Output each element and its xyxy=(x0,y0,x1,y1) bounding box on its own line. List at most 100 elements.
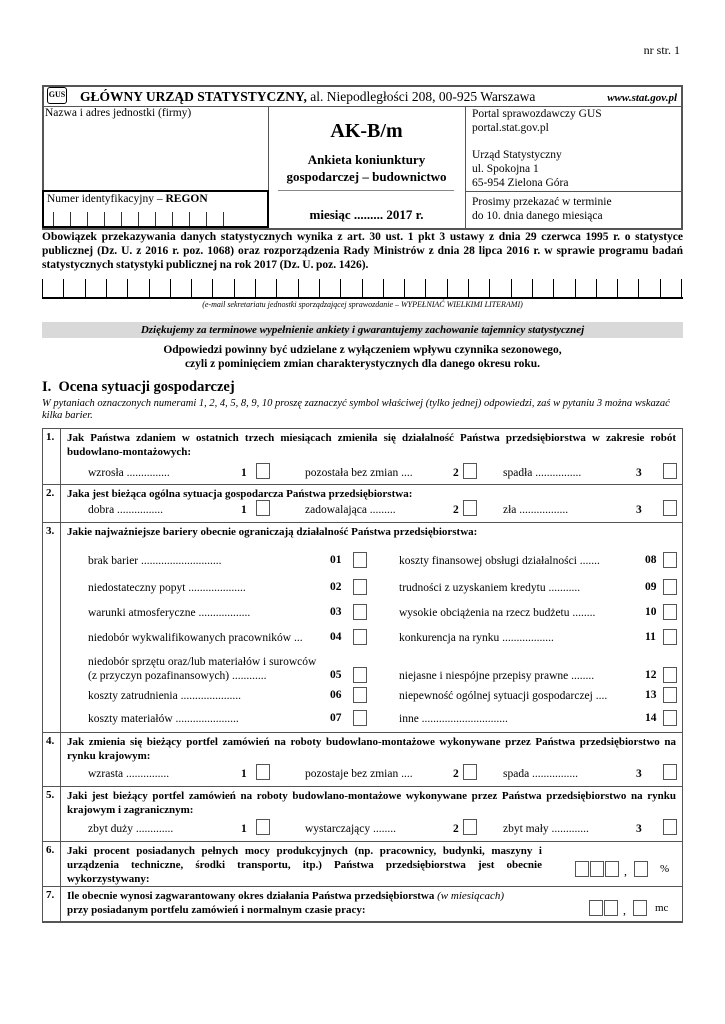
barrier-code: 03 xyxy=(330,606,342,618)
answer-checkbox[interactable] xyxy=(463,764,477,780)
option-label: spada ................ xyxy=(503,768,579,780)
office-address: Urząd Statystyczny ul. Spokojna 1 65-954 Z… xyxy=(472,149,569,189)
question-number: 7. xyxy=(43,887,61,921)
option-code: 2 xyxy=(453,504,459,516)
question-1: 1. Jak Państwa zdaniem w ostatnich trzech… xyxy=(42,428,683,485)
regon-label: Numer identyfikacyjny – xyxy=(47,193,166,205)
barrier-checkbox[interactable] xyxy=(353,579,367,595)
barrier-checkbox[interactable] xyxy=(663,667,677,683)
option-code: 1 xyxy=(241,504,247,516)
website-link[interactable]: www.stat.gov.pl xyxy=(607,92,677,104)
answer-checkbox[interactable] xyxy=(663,819,677,835)
barrier-code: 14 xyxy=(645,712,657,724)
barrier-label: niedobór wykwalifikowanych pracowników .… xyxy=(88,632,303,644)
decimal-digit-box[interactable] xyxy=(634,861,648,877)
option-label: pozostaje bez zmian .... xyxy=(305,768,413,780)
email-input[interactable] xyxy=(42,279,683,299)
option-code: 3 xyxy=(636,823,642,835)
answer-checkbox[interactable] xyxy=(256,500,270,516)
barrier-code: 10 xyxy=(645,606,657,618)
question-text: Jak zmienia się bieżący portfel zamówień… xyxy=(67,736,676,762)
answer-checkbox[interactable] xyxy=(256,463,270,479)
barrier-checkbox[interactable] xyxy=(353,552,367,568)
answer-checkbox[interactable] xyxy=(663,500,677,516)
barrier-checkbox[interactable] xyxy=(663,629,677,645)
answer-checkbox[interactable] xyxy=(256,764,270,780)
question-3: 3. Jakie najważniejsze bariery obecnie og… xyxy=(42,523,683,733)
option-code: 1 xyxy=(241,823,247,835)
barrier-checkbox[interactable] xyxy=(663,687,677,703)
question-number: 5. xyxy=(43,787,61,841)
question-5: 5. Jaki jest bieżący portfel zamówień na … xyxy=(42,787,683,842)
barrier-code: 01 xyxy=(330,554,342,566)
deadline-note: Prosimy przekazać w terminie do 10. dnia … xyxy=(472,196,612,222)
barrier-checkbox[interactable] xyxy=(353,667,367,683)
barrier-checkbox[interactable] xyxy=(353,604,367,620)
digit-box[interactable] xyxy=(589,900,603,916)
org-address: al. Niepodległości 208, 00-925 Warszawa xyxy=(306,89,536,104)
barrier-checkbox[interactable] xyxy=(663,710,677,726)
option-code: 2 xyxy=(453,467,459,479)
barrier-label: warunki atmosferyczne .................. xyxy=(88,607,251,619)
barrier-label: koszty materiałów ...................... xyxy=(88,713,239,725)
question-number: 3. xyxy=(43,523,61,732)
barrier-label: niejasne i niespójne przepisy prawne ...… xyxy=(399,670,595,682)
option-label: spadła ................ xyxy=(503,467,582,479)
question-number: 4. xyxy=(43,733,61,786)
barrier-label: brak barier ............................ xyxy=(88,555,222,567)
digit-box[interactable] xyxy=(604,900,618,916)
option-label: wystarczający ........ xyxy=(305,823,397,835)
barrier-code: 08 xyxy=(645,554,657,566)
portal-link[interactable]: portal.stat.gov.pl xyxy=(472,122,549,134)
barrier-checkbox[interactable] xyxy=(353,687,367,703)
barrier-checkbox[interactable] xyxy=(353,629,367,645)
question-2: 2. Jaka jest bieżąca ogólna sytuacja gosp… xyxy=(42,485,683,523)
question-text: Jaka jest bieżąca ogólna sytuacja gospod… xyxy=(67,488,413,500)
portal-info: Portal sprawozdawczy GUS portal.stat.gov.… xyxy=(472,108,602,134)
barrier-code: 04 xyxy=(330,631,342,643)
decimal-digit-box[interactable] xyxy=(633,900,647,916)
barrier-code: 07 xyxy=(330,712,342,724)
barrier-checkbox[interactable] xyxy=(663,552,677,568)
barrier-code: 11 xyxy=(645,631,656,643)
barrier-label: wysokie obciążenia na rzecz budżetu ....… xyxy=(399,607,596,619)
thanks-banner: Dziękujemy za terminowe wypełnienie anki… xyxy=(42,322,683,338)
section-title: I. Ocena sytuacji gospodarczej xyxy=(42,379,235,395)
barrier-label: niedobór sprzętu oraz/lub materiałów i s… xyxy=(88,656,317,682)
barrier-label: koszty zatrudnienia ....................… xyxy=(88,690,241,702)
answer-checkbox[interactable] xyxy=(463,463,477,479)
answer-checkbox[interactable] xyxy=(663,764,677,780)
question-text: Jaki jest bieżący portfel zamówień na ro… xyxy=(67,790,676,816)
answer-checkbox[interactable] xyxy=(256,819,270,835)
question-7: 7. Ile obecnie wynosi zagwarantowany okre… xyxy=(42,887,683,923)
unit-label: mc xyxy=(655,902,669,914)
digit-box[interactable] xyxy=(590,861,604,877)
decimal-separator: , xyxy=(623,903,626,917)
option-code: 2 xyxy=(453,768,459,780)
digit-box[interactable] xyxy=(605,861,619,877)
answer-checkbox[interactable] xyxy=(463,819,477,835)
option-code: 3 xyxy=(636,504,642,516)
form-title-line-2: gospodarczej – budownictwo xyxy=(286,169,447,184)
barrier-checkbox[interactable] xyxy=(353,710,367,726)
answer-checkbox[interactable] xyxy=(463,500,477,516)
reporting-month[interactable]: miesiąc ......... 2017 r. xyxy=(309,207,424,222)
form-code: AK-B/m xyxy=(330,120,403,142)
question-number: 6. xyxy=(43,842,61,886)
barrier-label: koszty finansowej obsługi działalności .… xyxy=(399,555,600,567)
option-label: dobra ................ xyxy=(88,504,164,516)
instructions: W pytaniach oznaczonych numerami 1, 2, 4… xyxy=(42,398,670,421)
regon-box[interactable]: Numer identyfikacyjny – REGON xyxy=(42,190,269,228)
email-caption: (e-mail sekretariatu jednostki sporządza… xyxy=(202,300,523,309)
seasonal-note-1: Odpowiedzi powinny być udzielane z wyłąc… xyxy=(163,344,562,356)
digit-box[interactable] xyxy=(575,861,589,877)
question-text: Ile obecnie wynosi zagwarantowany okres … xyxy=(67,890,505,916)
question-number: 2. xyxy=(43,485,61,522)
option-code: 1 xyxy=(241,768,247,780)
barrier-checkbox[interactable] xyxy=(663,579,677,595)
barrier-label: inne .............................. xyxy=(399,713,508,725)
answer-checkbox[interactable] xyxy=(663,463,677,479)
option-label: wzrasta ............... xyxy=(88,768,170,780)
barrier-checkbox[interactable] xyxy=(663,604,677,620)
unit-label: % xyxy=(660,863,670,875)
